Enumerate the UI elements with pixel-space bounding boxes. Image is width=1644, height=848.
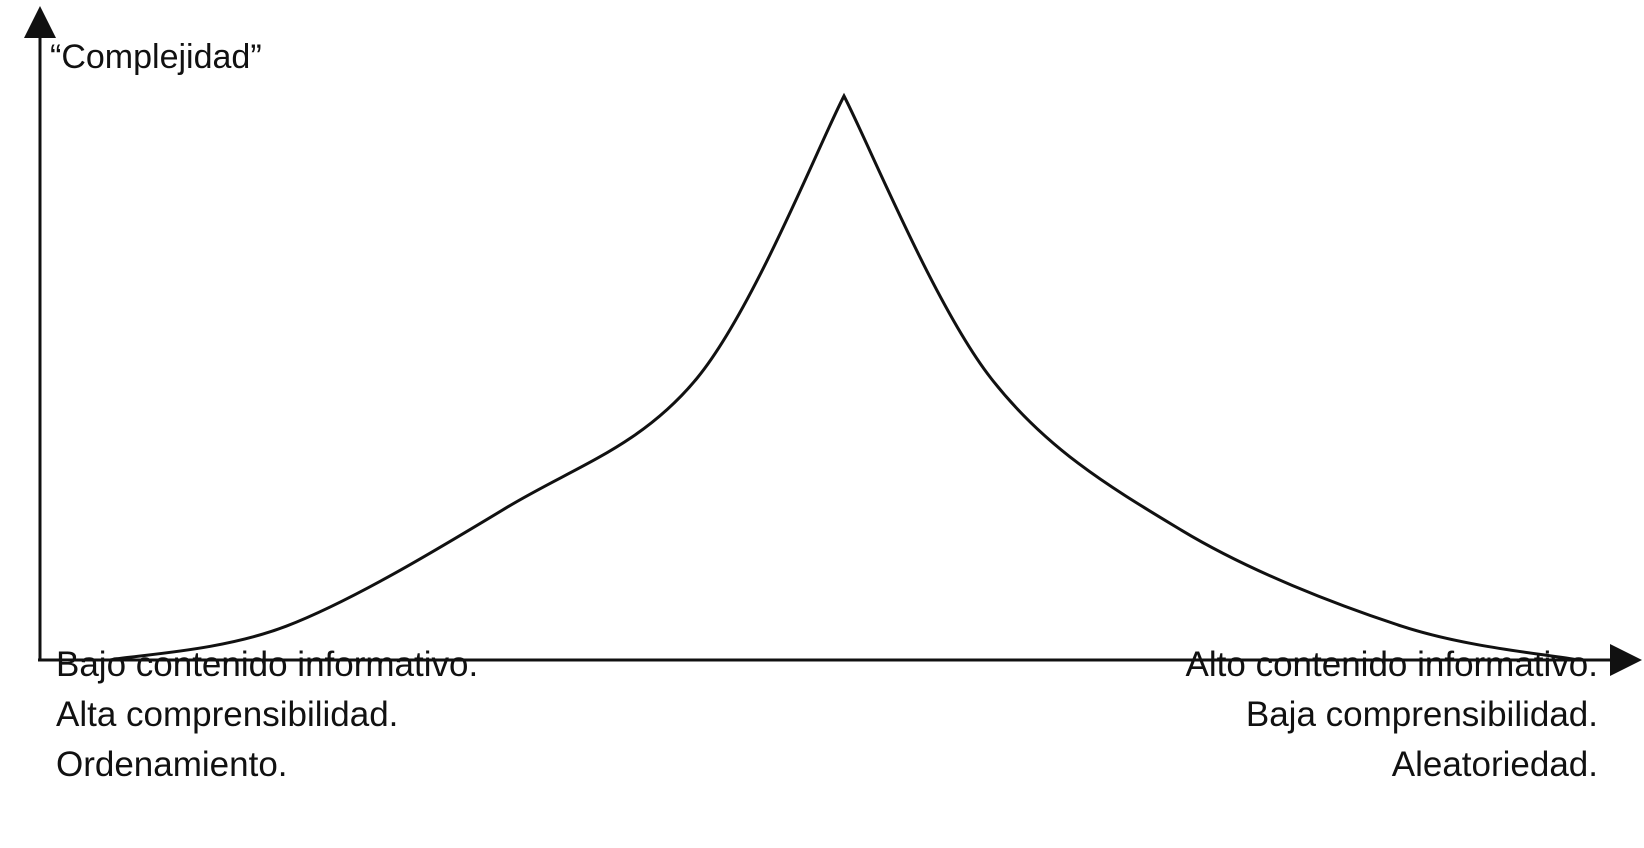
- right-annotation-line: Baja comprensibilidad.: [1245, 695, 1598, 734]
- right-annotation-line: Alto contenido informativo.: [1185, 645, 1598, 684]
- complexity-curve: [109, 92, 1579, 662]
- y-axis-label: “Complejidad”: [50, 38, 262, 76]
- left-annotation: Bajo contenido informativo. Alta compren…: [56, 640, 478, 790]
- left-annotation-line: Ordenamiento.: [56, 745, 288, 784]
- y-axis-arrowhead: [24, 6, 56, 38]
- x-axis-arrowhead: [1610, 644, 1642, 676]
- left-annotation-line: Bajo contenido informativo.: [56, 645, 479, 684]
- right-annotation-line: Aleatoriedad.: [1391, 745, 1598, 784]
- right-annotation: Alto contenido informativo. Baja compren…: [1186, 640, 1598, 790]
- left-annotation-line: Alta comprensibilidad.: [56, 695, 399, 734]
